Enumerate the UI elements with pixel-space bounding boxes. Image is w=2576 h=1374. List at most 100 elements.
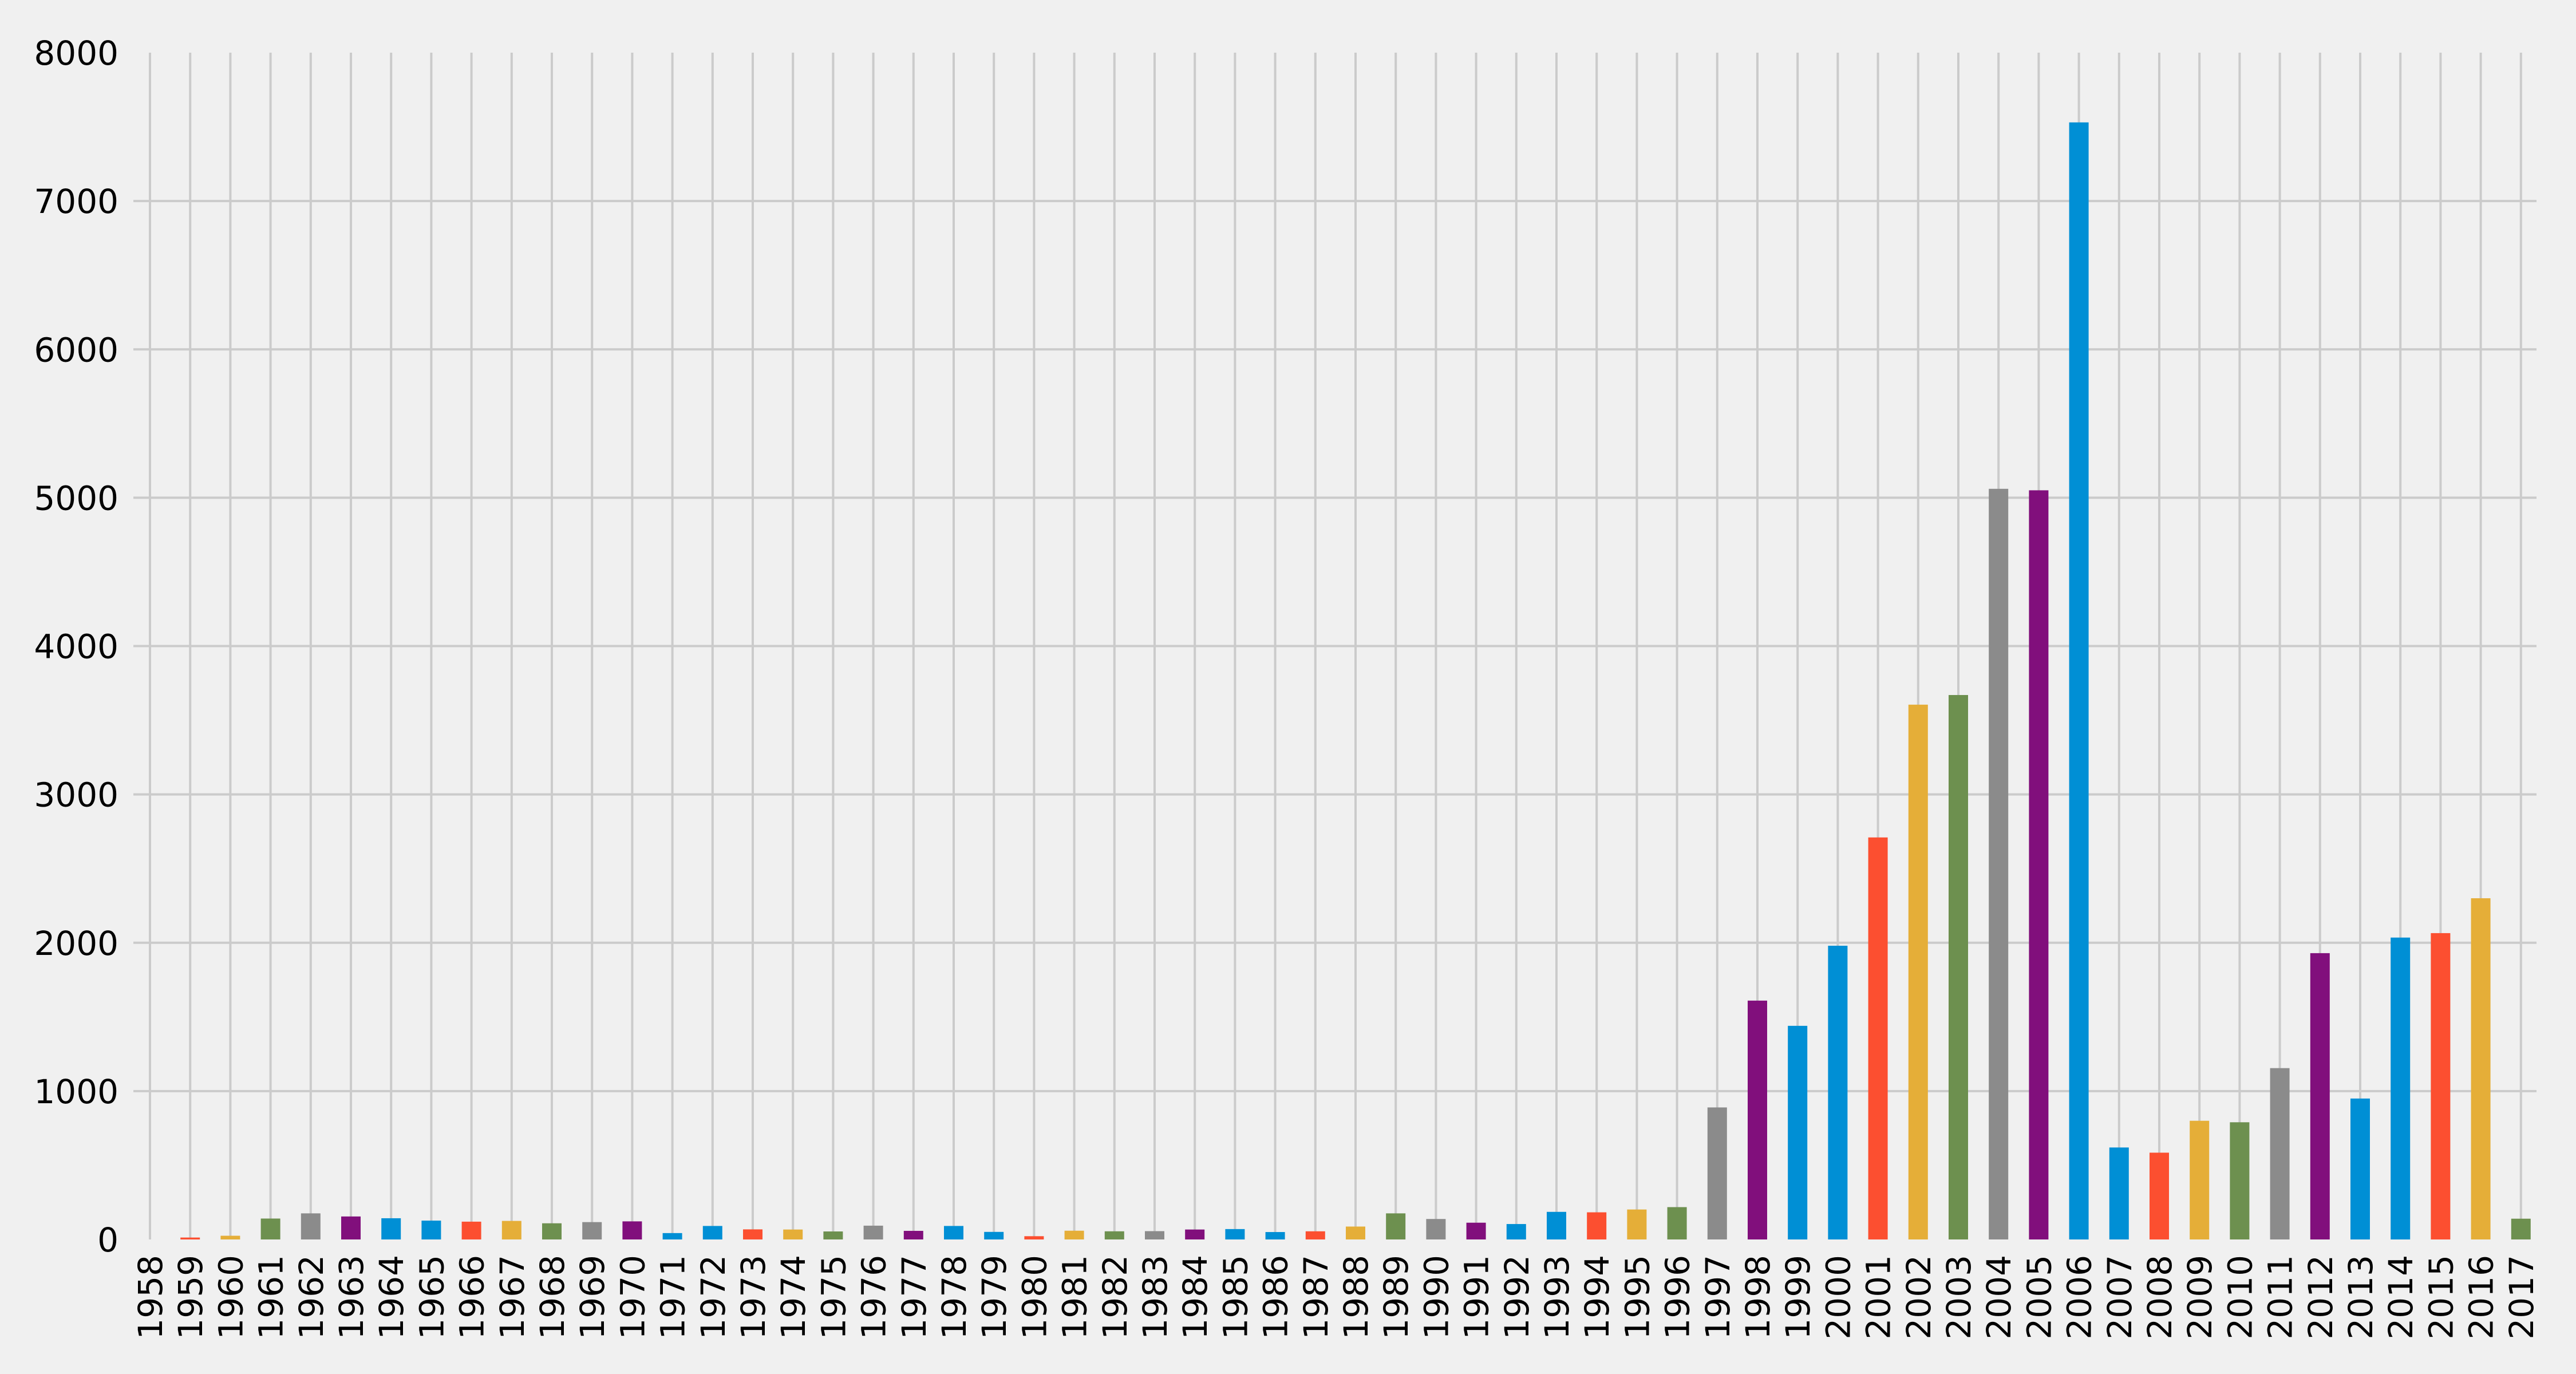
bar-1983 [1145, 1231, 1164, 1239]
bar-2003 [1949, 695, 1968, 1239]
x-tick-label: 1966 [453, 1255, 492, 1340]
y-tick-label: 6000 [34, 330, 118, 369]
x-tick-label: 1992 [1498, 1255, 1536, 1340]
x-axis-tick-labels: 1958 1959 1960 1961 1962 1963 1964 1965 1966 1967… [131, 1255, 2541, 1340]
x-tick-label: 2012 [2301, 1255, 2340, 1340]
bar-1985 [1225, 1229, 1245, 1239]
x-tick-label: 2000 [1819, 1255, 1858, 1340]
x-tick-label: 1958 [131, 1255, 170, 1340]
bar-2016 [2471, 898, 2491, 1239]
bar-2009 [2190, 1120, 2210, 1239]
y-tick-label: 2000 [34, 924, 118, 963]
bar-1975 [823, 1231, 843, 1239]
x-tick-label: 1999 [1779, 1255, 1818, 1340]
bar-1970 [622, 1221, 642, 1239]
bar-1976 [863, 1225, 883, 1239]
x-tick-label: 1990 [1417, 1255, 1456, 1340]
bar-1971 [662, 1233, 682, 1239]
x-tick-label: 2017 [2502, 1255, 2541, 1340]
x-tick-label: 1959 [171, 1255, 210, 1340]
bar-1978 [944, 1226, 963, 1239]
x-tick-label: 1962 [292, 1255, 331, 1340]
bar-2017 [2511, 1218, 2531, 1239]
bar-1962 [301, 1213, 321, 1239]
bar-1964 [381, 1218, 401, 1239]
x-tick-label: 1972 [694, 1255, 733, 1340]
bar-2007 [2109, 1147, 2129, 1239]
x-tick-label: 1988 [1337, 1255, 1376, 1340]
bar-1981 [1064, 1230, 1084, 1239]
x-tick-label: 2002 [1899, 1255, 1938, 1340]
x-tick-label: 2003 [1939, 1255, 1978, 1340]
x-tick-label: 1979 [975, 1255, 1014, 1340]
bar-1993 [1547, 1211, 1566, 1239]
x-tick-label: 1970 [613, 1255, 652, 1340]
x-tick-label: 2010 [2221, 1255, 2259, 1340]
x-tick-label: 1967 [493, 1255, 532, 1340]
bar-1995 [1627, 1209, 1647, 1239]
x-tick-label: 2006 [2060, 1255, 2099, 1340]
bar-2015 [2431, 933, 2451, 1239]
y-tick-label: 1000 [34, 1072, 118, 1111]
bar-1982 [1104, 1231, 1124, 1239]
x-tick-label: 1995 [1618, 1255, 1657, 1340]
bar-1988 [1346, 1226, 1365, 1239]
x-tick-label: 1998 [1739, 1255, 1777, 1340]
x-tick-label: 1994 [1578, 1255, 1617, 1340]
y-tick-label: 5000 [34, 479, 118, 518]
x-tick-label: 1986 [1257, 1255, 1295, 1340]
x-tick-label: 1973 [734, 1255, 773, 1340]
x-tick-label: 1977 [895, 1255, 934, 1340]
x-tick-label: 2007 [2100, 1255, 2139, 1340]
bar-1987 [1305, 1231, 1325, 1239]
bar-1998 [1748, 1000, 1767, 1239]
x-tick-label: 2015 [2421, 1255, 2460, 1340]
bar-1994 [1587, 1212, 1607, 1239]
x-tick-label: 1984 [1176, 1255, 1215, 1340]
x-tick-label: 1983 [1136, 1255, 1175, 1340]
x-tick-label: 1975 [814, 1255, 853, 1340]
x-tick-label: 1974 [774, 1255, 813, 1340]
bar-1979 [984, 1231, 1004, 1239]
bar-1999 [1788, 1025, 1808, 1239]
x-tick-label: 2013 [2341, 1255, 2380, 1340]
y-tick-label: 4000 [34, 627, 118, 666]
x-tick-label: 1996 [1658, 1255, 1697, 1340]
x-tick-label: 1969 [573, 1255, 612, 1340]
x-tick-label: 1985 [1216, 1255, 1255, 1340]
x-tick-label: 1978 [935, 1255, 974, 1340]
x-tick-label: 1980 [1015, 1255, 1054, 1340]
bar-2006 [2069, 122, 2089, 1239]
bar-1977 [903, 1230, 923, 1239]
x-tick-label: 2011 [2261, 1255, 2300, 1340]
y-tick-label: 3000 [34, 776, 118, 815]
x-tick-label: 2008 [2140, 1255, 2179, 1340]
x-tick-label: 1961 [252, 1255, 291, 1340]
x-tick-label: 1993 [1538, 1255, 1577, 1340]
bar-2013 [2350, 1098, 2370, 1239]
x-tick-label: 1968 [533, 1255, 572, 1340]
x-tick-label: 1991 [1457, 1255, 1496, 1340]
bar-1973 [743, 1229, 762, 1239]
x-tick-label: 2016 [2462, 1255, 2501, 1340]
bar-1967 [501, 1221, 521, 1239]
x-tick-label: 1982 [1096, 1255, 1135, 1340]
x-tick-label: 1971 [654, 1255, 693, 1340]
bar-2005 [2029, 490, 2049, 1240]
x-tick-label: 1997 [1698, 1255, 1737, 1340]
bar-2004 [1989, 488, 2009, 1239]
bar-2011 [2270, 1068, 2290, 1239]
x-tick-label: 2005 [2020, 1255, 2059, 1340]
bar-1997 [1707, 1107, 1727, 1239]
bar-1986 [1265, 1232, 1285, 1239]
x-tick-label: 1960 [211, 1255, 250, 1340]
bar-1965 [421, 1221, 441, 1239]
bar-1996 [1667, 1207, 1687, 1239]
bar-1989 [1386, 1213, 1406, 1239]
y-tick-label: 7000 [34, 182, 118, 221]
bar-1974 [783, 1229, 803, 1239]
x-tick-label: 2009 [2180, 1255, 2219, 1340]
bar-1991 [1466, 1222, 1486, 1239]
